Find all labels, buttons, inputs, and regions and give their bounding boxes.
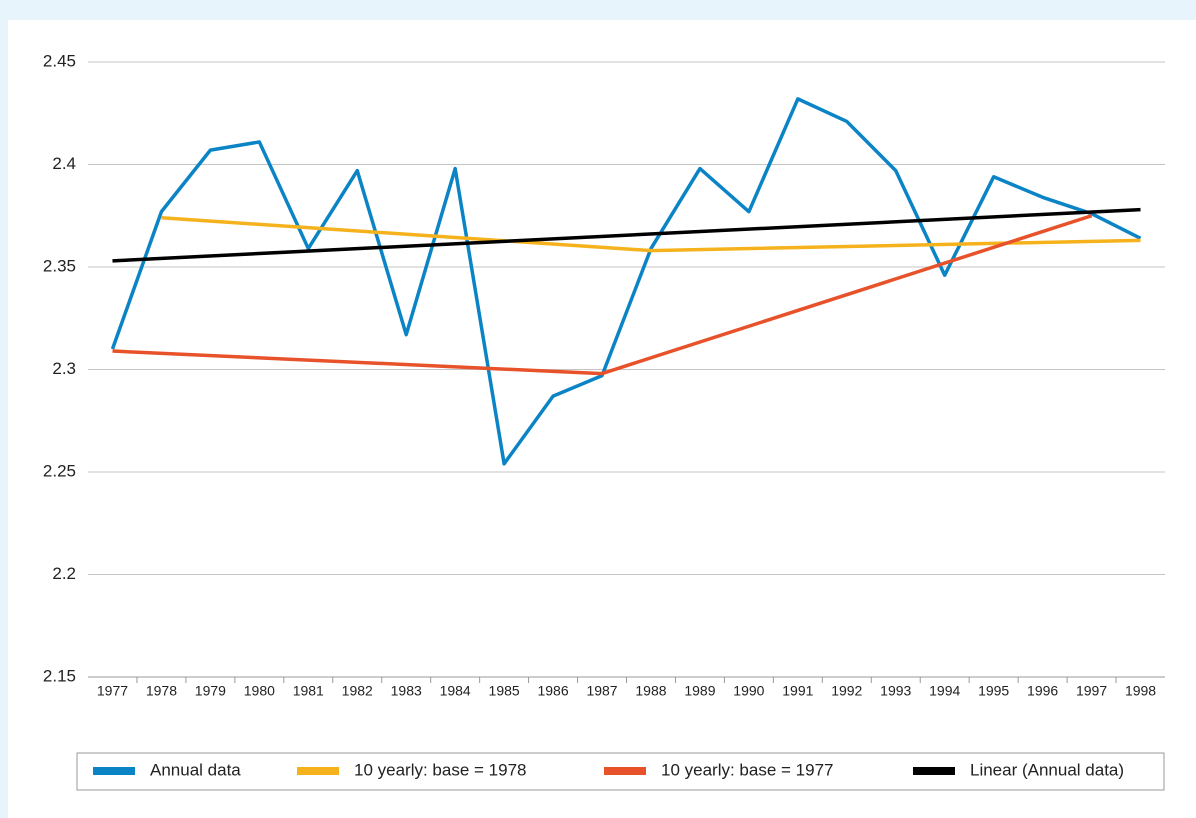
x-tick-label: 1991 [782,683,813,699]
x-tick-label: 1977 [97,683,128,699]
x-tick-label: 1981 [293,683,324,699]
x-tick-label: 1985 [489,683,520,699]
legend-label: 10 yearly: base = 1977 [661,760,833,779]
y-tick-label: 2.35 [43,256,76,275]
x-tick-label: 1983 [391,683,422,699]
legend-label: 10 yearly: base = 1978 [354,760,526,779]
legend-swatch [913,767,955,775]
x-tick-label: 1998 [1125,683,1156,699]
x-tick-label: 1988 [635,683,666,699]
x-tick-label: 1995 [978,683,1009,699]
y-tick-label: 2.4 [52,154,76,173]
x-tick-label: 1986 [537,683,568,699]
x-tick-label: 1978 [146,683,177,699]
y-tick-label: 2.2 [52,564,76,583]
x-tick-label: 1990 [733,683,764,699]
x-tick-label: 1979 [195,683,226,699]
legend-swatch [604,767,646,775]
x-tick-label: 1997 [1076,683,1107,699]
x-tick-label: 1984 [440,683,471,699]
x-tick-label: 1994 [929,683,960,699]
x-tick-label: 1992 [831,683,862,699]
legend-label: Annual data [150,760,241,779]
legend-swatch [93,767,135,775]
series-line [112,207,1141,263]
x-tick-label: 1993 [880,683,911,699]
x-tick-label: 1989 [684,683,715,699]
series-line [110,97,1142,466]
series-line [161,216,1141,253]
x-tick-label: 1980 [244,683,275,699]
series-line [112,214,1093,376]
x-tick-label: 1987 [586,683,617,699]
x-tick-label: 1996 [1027,683,1058,699]
legend-label: Linear (Annual data) [970,760,1124,779]
x-tick-label: 1982 [342,683,373,699]
legend-swatch [297,767,339,775]
y-tick-label: 2.45 [43,51,76,70]
y-tick-label: 2.15 [43,666,76,685]
y-tick-label: 2.3 [52,359,76,378]
y-tick-label: 2.25 [43,461,76,480]
